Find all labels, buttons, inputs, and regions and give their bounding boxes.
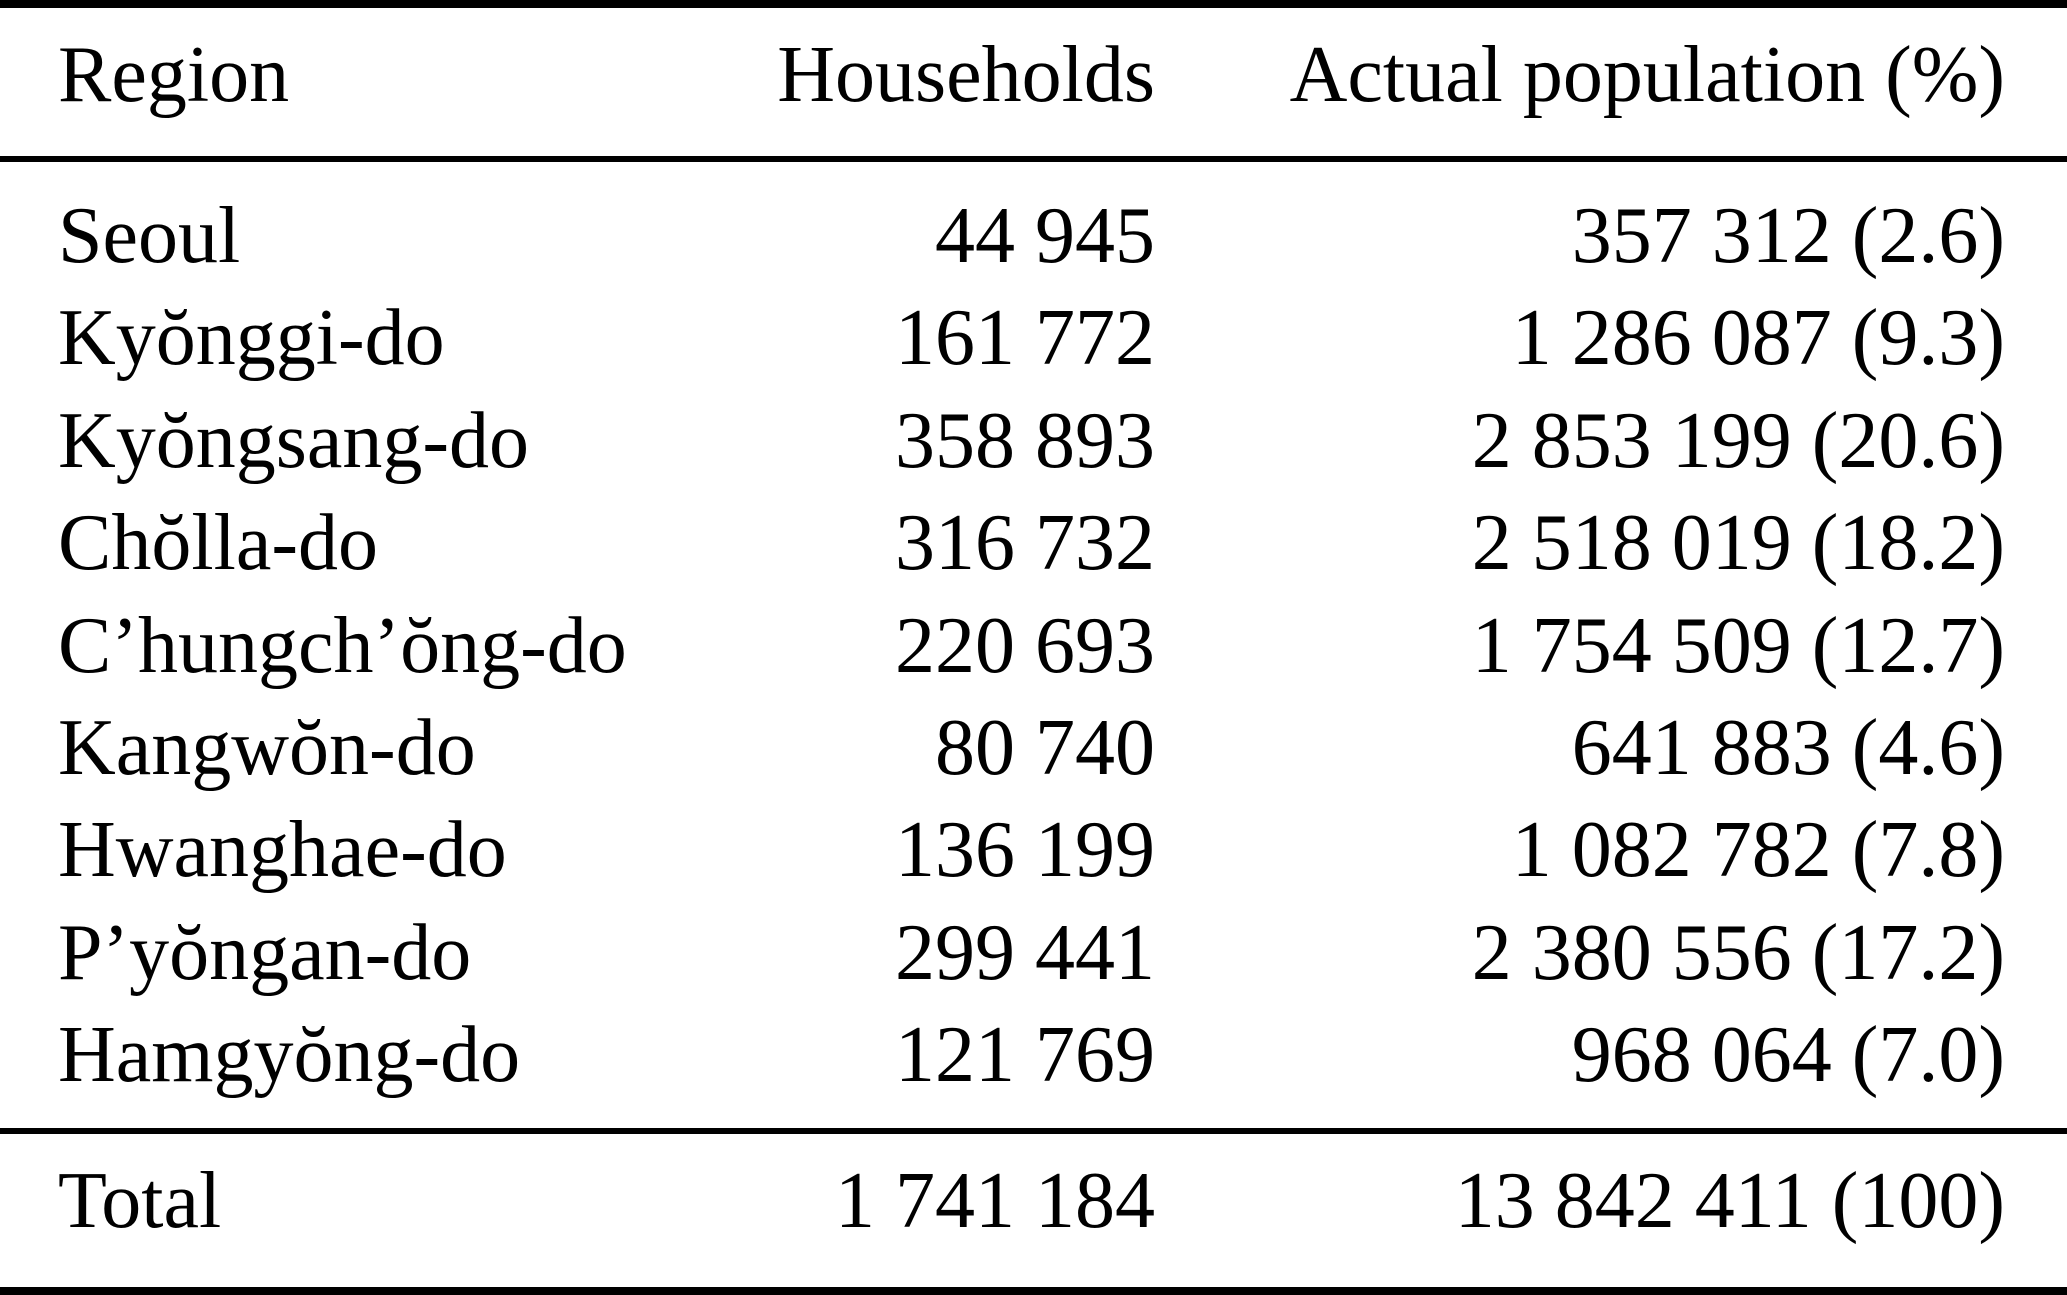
region-cell: P’yŏngan-do [58,908,472,997]
households-cell: 299 441 [895,908,1155,997]
total-households-cell: 1 741 184 [835,1156,1155,1245]
table-rule-below-header [0,156,2067,162]
table-row: Hamgyŏng-do 121 769 968 064 (7.0) [0,1004,2067,1106]
table-total-row: Total 1 741 184 13 842 411 (100) [0,1134,2067,1287]
region-cell: Kyŏnggi-do [58,294,445,383]
households-cell: 220 693 [895,601,1155,690]
population-cell: 1 286 087 (9.3) [1511,294,2005,383]
table-row: Hwanghae-do 136 199 1 082 782 (7.8) [0,799,2067,901]
table-row: Seoul 44 945 357 312 (2.6) [0,185,2067,287]
population-cell: 357 312 (2.6) [1571,192,2005,280]
households-cell: 44 945 [935,192,1155,280]
total-label: Total [58,1156,222,1245]
population-cell: 1 754 509 (12.7) [1471,601,2005,690]
households-cell: 121 769 [895,1011,1155,1100]
households-cell: 80 740 [935,703,1155,792]
table-row: P’yŏngan-do 299 441 2 380 556 (17.2) [0,902,2067,1004]
households-cell: 136 199 [895,806,1155,895]
table-rule-top [0,0,2067,8]
column-header-population: Actual population (%) [1289,31,2005,119]
region-cell: Kyŏngsang-do [58,396,530,485]
households-cell: 161 772 [895,294,1155,383]
population-cell: 968 064 (7.0) [1571,1011,2005,1100]
table-row: Kangwŏn-do 80 740 641 883 (4.6) [0,697,2067,799]
households-cell: 358 893 [895,396,1155,485]
region-cell: Hwanghae-do [58,806,507,895]
population-cell: 2 380 556 (17.2) [1471,908,2005,997]
table-header-row: Region Households Actual population (%) [0,8,2067,156]
column-header-region: Region [58,31,290,119]
region-cell: Seoul [58,192,241,280]
table-rule-above-total [0,1127,2067,1134]
table-row: Kyŏngsang-do 358 893 2 853 199 (20.6) [0,390,2067,492]
population-cell: 641 883 (4.6) [1571,703,2005,792]
region-cell: Kangwŏn-do [58,703,476,792]
column-header-households: Households [777,31,1155,119]
population-cell: 2 518 019 (18.2) [1471,499,2005,588]
table-rule-bottom [0,1286,2067,1295]
total-population-cell: 13 842 411 (100) [1454,1156,2005,1245]
table-body: Seoul 44 945 357 312 (2.6) Kyŏnggi-do 16… [0,162,2067,1128]
households-cell: 316 732 [895,499,1155,588]
table-row: Chŏlla-do 316 732 2 518 019 (18.2) [0,492,2067,594]
region-cell: Chŏlla-do [58,499,378,588]
population-cell: 2 853 199 (20.6) [1471,396,2005,485]
region-cell: C’hungch’ŏng-do [58,601,627,690]
region-cell: Hamgyŏng-do [58,1011,521,1100]
table-row: Kyŏnggi-do 161 772 1 286 087 (9.3) [0,287,2067,389]
population-cell: 1 082 782 (7.8) [1511,806,2005,895]
table-row: C’hungch’ŏng-do 220 693 1 754 509 (12.7) [0,595,2067,697]
